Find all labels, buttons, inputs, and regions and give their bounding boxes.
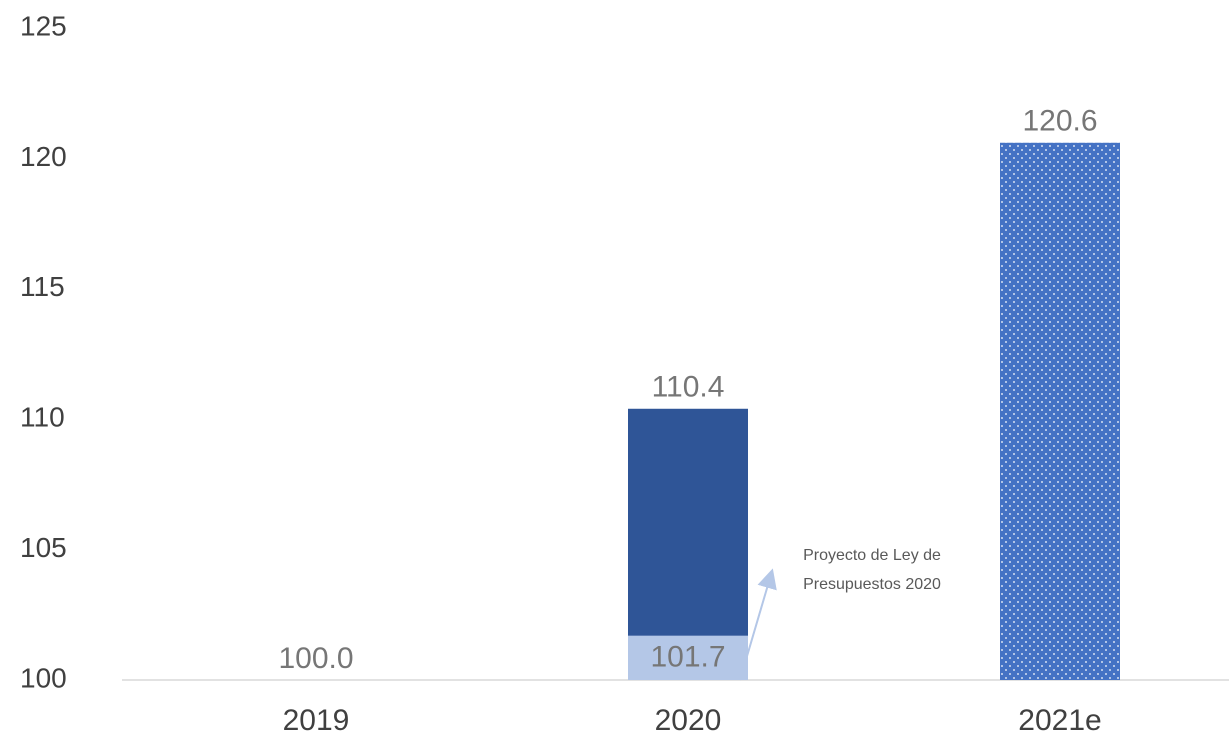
y-tick-label: 105: [20, 532, 67, 563]
x-tick-label: 2020: [655, 704, 722, 737]
value-label: 100.0: [278, 642, 353, 675]
y-tick-label: 115: [20, 271, 65, 302]
x-tick-label: 2019: [283, 704, 350, 737]
y-tick-label: 110: [20, 402, 65, 433]
bar: [1000, 142, 1120, 680]
y-tick-label: 125: [20, 10, 67, 41]
annotation-arrow: [739, 568, 777, 681]
value-label: 120.6: [1022, 105, 1097, 138]
x-tick-label: 2021e: [1018, 704, 1101, 737]
y-tick-label: 100: [20, 662, 67, 693]
value-label: 110.4: [652, 371, 725, 404]
annotation-line: Presupuestos 2020: [803, 576, 941, 593]
y-tick-label: 120: [20, 141, 67, 172]
bar: [628, 635, 748, 680]
annotation-line: Proyecto de Ley de: [803, 547, 941, 564]
value-label: 101.7: [650, 641, 725, 674]
bar: [628, 408, 748, 680]
